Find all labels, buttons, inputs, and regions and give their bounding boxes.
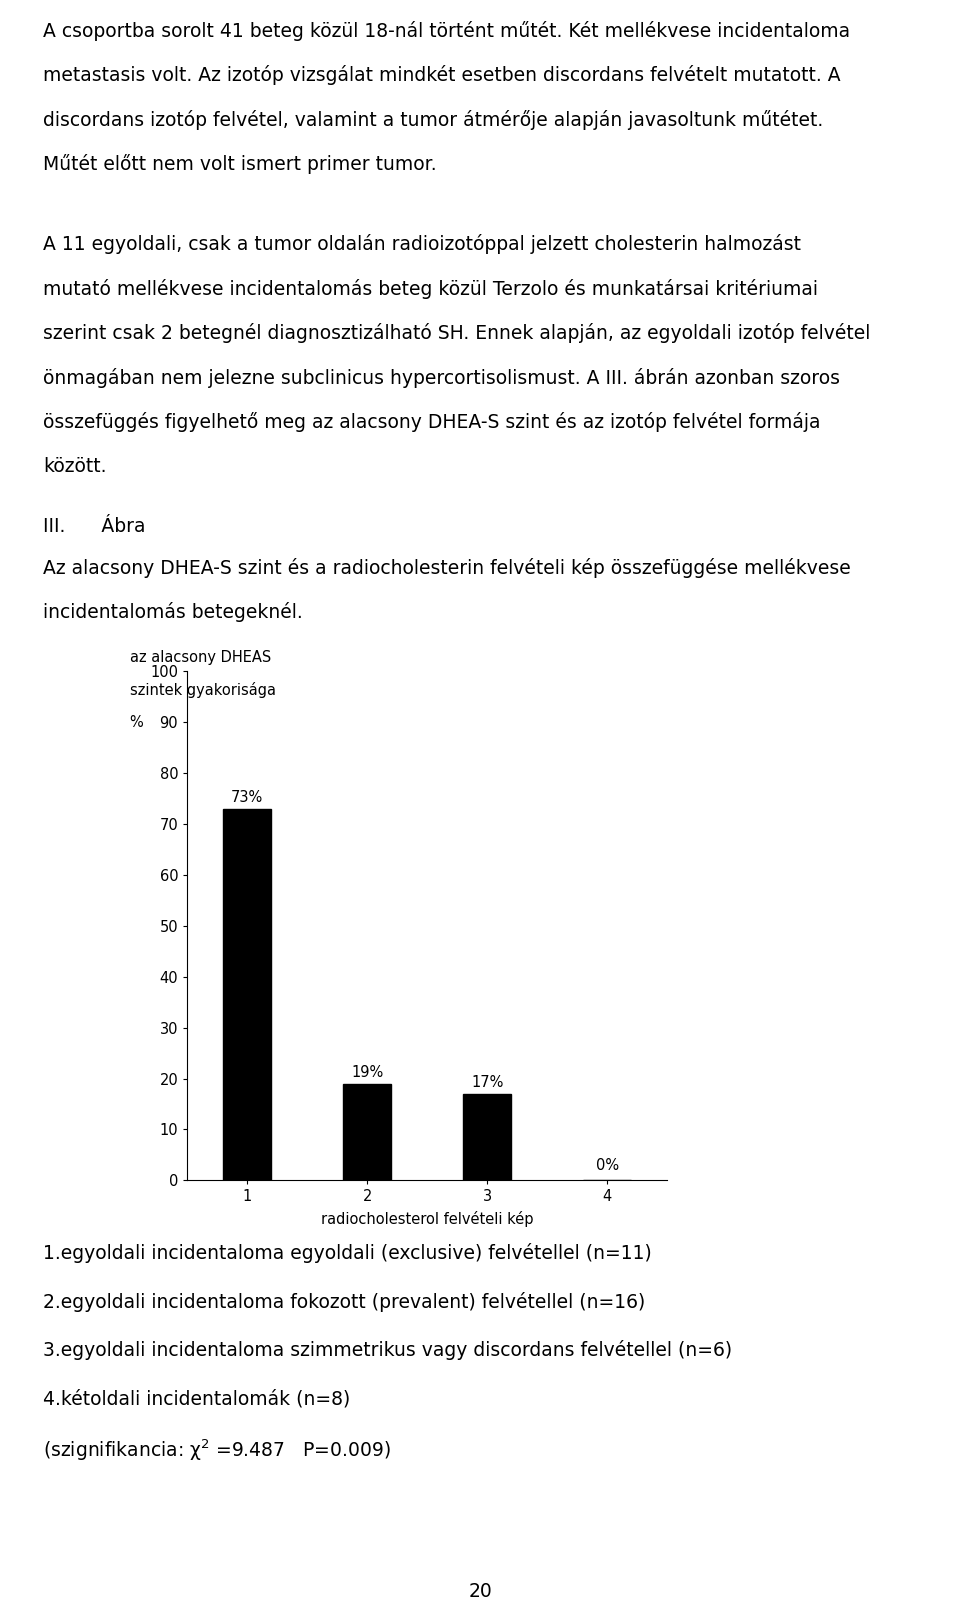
Text: Műtét előtt nem volt ismert primer tumor.: Műtét előtt nem volt ismert primer tumor… [43, 155, 437, 175]
Text: 17%: 17% [471, 1075, 503, 1090]
Text: incidentalomás betegeknél.: incidentalomás betegeknél. [43, 603, 303, 623]
X-axis label: radiocholesterol felvételi kép: radiocholesterol felvételi kép [321, 1211, 534, 1227]
Text: összefüggés figyelhető meg az alacsony DHEA-S szint és az izotóp felvétel formáj: összefüggés figyelhető meg az alacsony D… [43, 412, 821, 432]
Text: mutató mellékvese incidentalomás beteg közül Terzolo és munkatársai kritériumai: mutató mellékvese incidentalomás beteg k… [43, 278, 818, 299]
Text: 4.kétoldali incidentalomák (n=8): 4.kétoldali incidentalomák (n=8) [43, 1389, 350, 1408]
Text: %: % [130, 715, 143, 729]
Bar [223, 808, 272, 1180]
Text: A csoportba sorolt 41 beteg közül 18-nál történt műtét. Két mellékvese incidenta: A csoportba sorolt 41 beteg közül 18-nál… [43, 21, 851, 40]
Text: III.      Ábra: III. Ábra [43, 517, 146, 537]
Text: A 11 egyoldali, csak a tumor oldalán radioizotóppal jelzett cholesterin halmozás: A 11 egyoldali, csak a tumor oldalán rad… [43, 234, 802, 254]
Text: metastasis volt. Az izotóp vizsgálat mindkét esetben discordans felvételt mutato: metastasis volt. Az izotóp vizsgálat min… [43, 65, 841, 86]
Text: 20: 20 [468, 1581, 492, 1601]
Bar [344, 1083, 392, 1180]
Text: (szignifikancia: χ$^{2}$ =9.487   P=0.009): (szignifikancia: χ$^{2}$ =9.487 P=0.009) [43, 1438, 391, 1463]
Text: 3.egyoldali incidentaloma szimmetrikus vagy discordans felvétellel (n=6): 3.egyoldali incidentaloma szimmetrikus v… [43, 1340, 732, 1360]
Text: önmagában nem jelezne subclinicus hypercortisolismust. A III. ábrán azonban szor: önmagában nem jelezne subclinicus hyperc… [43, 367, 840, 388]
Text: 73%: 73% [231, 789, 263, 805]
Text: Az alacsony DHEA-S szint és a radiocholesterin felvételi kép összefüggése mellék: Az alacsony DHEA-S szint és a radiochole… [43, 558, 851, 577]
Text: az alacsony DHEAS: az alacsony DHEAS [130, 650, 271, 665]
Text: 0%: 0% [595, 1158, 619, 1172]
Text: között.: között. [43, 456, 107, 475]
Text: 1.egyoldali incidentaloma egyoldali (exclusive) felvétellel (n=11): 1.egyoldali incidentaloma egyoldali (exc… [43, 1243, 652, 1263]
Text: 2.egyoldali incidentaloma fokozott (prevalent) felvétellel (n=16): 2.egyoldali incidentaloma fokozott (prev… [43, 1292, 645, 1311]
Text: szintek gyakorisága: szintek gyakorisága [130, 682, 276, 699]
Text: discordans izotóp felvétel, valamint a tumor átmérője alapján javasoltunk műtéte: discordans izotóp felvétel, valamint a t… [43, 110, 824, 129]
Text: 19%: 19% [351, 1064, 383, 1080]
Bar [464, 1093, 512, 1180]
Text: szerint csak 2 betegnél diagnosztizálható SH. Ennek alapján, az egyoldali izotóp: szerint csak 2 betegnél diagnosztizálhat… [43, 323, 871, 343]
